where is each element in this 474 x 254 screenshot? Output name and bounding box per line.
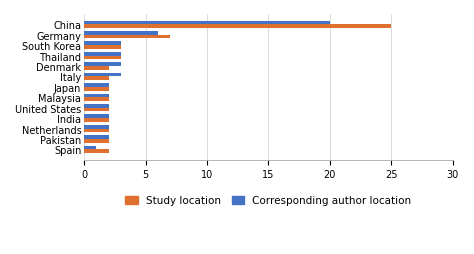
Bar xyxy=(84,36,170,39)
Bar xyxy=(84,42,121,46)
Bar xyxy=(84,129,109,133)
Bar xyxy=(84,77,109,81)
Bar xyxy=(84,125,109,129)
Bar xyxy=(84,63,121,67)
Bar xyxy=(84,136,109,139)
Bar xyxy=(84,98,109,102)
Bar xyxy=(84,139,109,143)
Bar xyxy=(84,67,109,70)
Bar xyxy=(84,84,109,88)
Bar xyxy=(84,22,330,25)
Bar xyxy=(84,53,121,56)
Bar xyxy=(84,73,121,77)
Bar xyxy=(84,46,121,50)
Bar xyxy=(84,56,121,60)
Bar xyxy=(84,115,109,119)
Bar xyxy=(84,105,109,108)
Bar xyxy=(84,32,158,36)
Bar xyxy=(84,150,109,153)
Bar xyxy=(84,146,96,150)
Bar xyxy=(84,119,109,122)
Bar xyxy=(84,108,109,112)
Bar xyxy=(84,88,109,91)
Bar xyxy=(84,25,392,29)
Legend: Study location, Corresponding author location: Study location, Corresponding author loc… xyxy=(121,192,416,210)
Bar xyxy=(84,94,109,98)
